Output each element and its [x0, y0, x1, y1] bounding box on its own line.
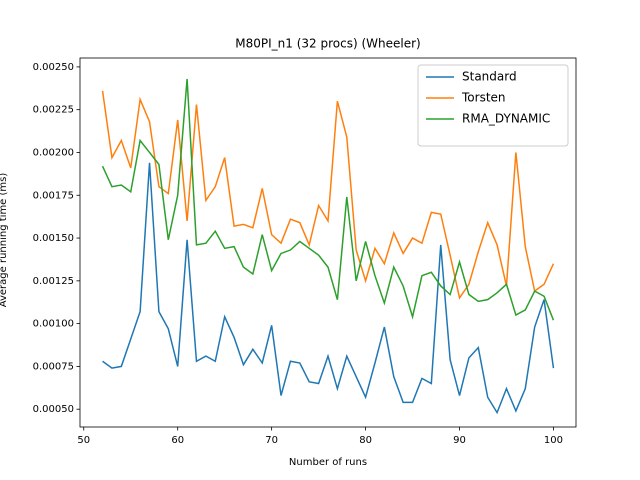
x-tick-label: 60	[171, 435, 184, 446]
y-axis-label: Average running time (ms)	[0, 173, 9, 308]
x-tick-label: 100	[544, 435, 563, 446]
y-tick-label: 0.00075	[33, 361, 74, 372]
legend-label: Standard	[462, 70, 517, 84]
y-tick-label: 0.00150	[33, 233, 74, 244]
line-series	[102, 162, 555, 415]
y-tick-label: 0.00050	[33, 404, 74, 415]
y-tick-label: 0.00175	[33, 190, 74, 201]
chart-title: M80PI_n1 (32 procs) (Wheeler)	[235, 37, 420, 51]
line-series	[101, 90, 555, 300]
x-tick-label: 80	[359, 435, 372, 446]
y-tick-label: 0.00225	[33, 105, 74, 116]
y-tick-label: 0.00100	[33, 319, 74, 330]
legend-label: Torsten	[461, 91, 506, 105]
y-tick-label: 0.00250	[33, 62, 74, 73]
y-tick-label: 0.00125	[33, 276, 74, 287]
y-tick-label: 0.00200	[33, 147, 74, 158]
line-series	[101, 78, 555, 321]
x-tick-label: 70	[265, 435, 278, 446]
axes-frame	[79, 57, 577, 428]
legend-box	[417, 64, 569, 147]
x-tick-label: 50	[77, 435, 90, 446]
x-tick-label: 90	[453, 435, 466, 446]
x-axis-label: Number of runs	[289, 457, 367, 468]
legend-label: RMA_DYNAMIC	[462, 112, 550, 126]
